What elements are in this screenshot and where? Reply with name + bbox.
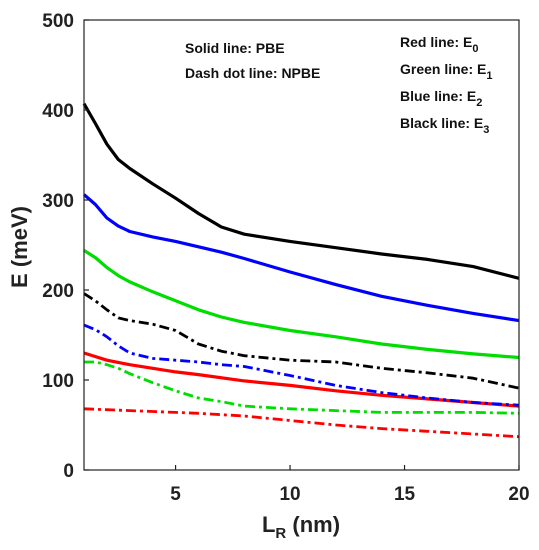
x-axis-title-main: L <box>262 512 275 537</box>
y-tick-label: 500 <box>42 11 74 32</box>
annotation-solid-line: Solid line: PBE <box>185 40 285 56</box>
legend-entry: Blue line: E2 <box>400 88 482 109</box>
series-line-pbe-e3 <box>82 102 520 280</box>
legend-entry: Black line: E3 <box>400 115 489 136</box>
series-line-pbe-e0 <box>83 351 520 408</box>
legend-entry: Green line: E1 <box>400 61 492 82</box>
series-line-npbe-e0 <box>83 407 520 439</box>
x-tick-label: 10 <box>279 484 300 505</box>
tick-layer <box>84 19 520 471</box>
series-layer <box>82 102 520 439</box>
series-line-npbe-e1 <box>84 360 520 415</box>
x-axis-title: LR (nm) <box>262 512 340 542</box>
y-axis-title: E (meV) <box>7 206 32 288</box>
plot-frame <box>83 19 520 471</box>
y-tick-label: 200 <box>42 281 74 302</box>
annotation-dashdot-line: Dash dot line: NPBE <box>185 65 320 81</box>
series-line-pbe-e1 <box>83 249 520 360</box>
series-line-pbe-e2 <box>82 193 520 323</box>
legend-entry: Red line: E0 <box>400 34 478 55</box>
y-tick-label: 0 <box>63 461 74 482</box>
series-line-npbe-e3 <box>83 292 520 390</box>
y-tick-label: 100 <box>42 371 74 392</box>
y-tick-label: 400 <box>42 101 74 122</box>
x-tick-label: 5 <box>170 484 181 505</box>
x-axis-title-subscript: R <box>275 525 286 542</box>
series-line-npbe-e2 <box>83 323 520 407</box>
legend: Red line: E0 Green line: E1 Blue line: E2 B… <box>400 34 492 136</box>
x-tick-label: 15 <box>394 484 416 505</box>
x-tick-label: 20 <box>508 484 529 505</box>
x-axis-title-unit: (nm) <box>286 512 340 537</box>
y-tick-label: 300 <box>42 191 74 212</box>
